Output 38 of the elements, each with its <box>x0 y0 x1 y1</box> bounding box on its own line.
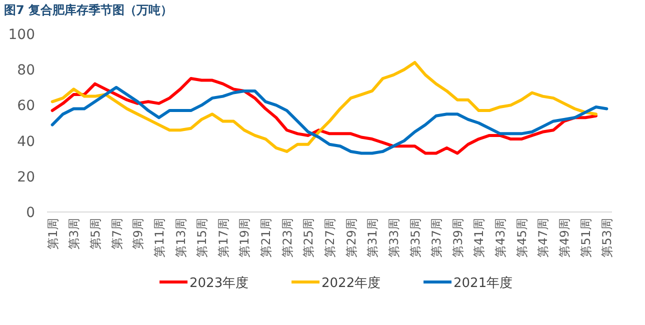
x-tick-label: 第13周 <box>174 218 188 258</box>
x-tick-label: 第7周 <box>110 218 124 250</box>
y-tick-label: 0 <box>26 205 35 221</box>
x-tick-label: 第27周 <box>323 218 337 258</box>
x-tick-label: 第25周 <box>302 218 316 258</box>
x-tick-label: 第43周 <box>494 218 508 258</box>
y-tick-label: 40 <box>17 134 35 150</box>
x-tick-label: 第19周 <box>238 218 252 258</box>
x-tick-label: 第33周 <box>386 218 401 258</box>
x-tick-label: 第5周 <box>88 218 102 250</box>
x-tick-label: 第11周 <box>152 218 166 258</box>
x-tick-label: 第41周 <box>472 218 486 258</box>
y-tick-label: 100 <box>8 27 35 43</box>
x-tick-label: 第31周 <box>366 218 380 258</box>
y-tick-label: 60 <box>17 98 35 114</box>
x-tick-label: 第53周 <box>600 218 614 258</box>
line-series <box>50 60 598 153</box>
x-tick-label: 第9周 <box>131 218 146 250</box>
x-tick-label: 第21周 <box>259 218 274 258</box>
x-tick-label: 第39周 <box>450 218 465 258</box>
x-tick-label: 第15周 <box>195 218 210 258</box>
x-tick-label: 第47周 <box>536 218 550 258</box>
x-tick-label: 第35周 <box>408 218 422 258</box>
x-tick-label: 第23周 <box>280 218 294 258</box>
y-tick-label: 80 <box>17 62 35 79</box>
x-tick-label: 第45周 <box>514 218 529 258</box>
legend-label: 2021年度 <box>454 275 513 291</box>
x-tick-label: 第17周 <box>216 218 230 258</box>
chart-title: 图7 复合肥库存季节图（万吨） <box>4 3 173 17</box>
x-tick-label: 第49周 <box>558 218 572 258</box>
legend-label: 2022年度 <box>322 275 381 291</box>
x-tick-label: 第3周 <box>67 218 82 250</box>
x-tick-label: 第51周 <box>578 218 593 258</box>
x-tick-label: 第29周 <box>344 218 358 258</box>
legend-label: 2023年度 <box>190 275 249 291</box>
y-tick-label: 20 <box>17 169 35 186</box>
x-tick-label: 第37周 <box>430 218 444 258</box>
x-tick-label: 第1周 <box>46 218 60 250</box>
